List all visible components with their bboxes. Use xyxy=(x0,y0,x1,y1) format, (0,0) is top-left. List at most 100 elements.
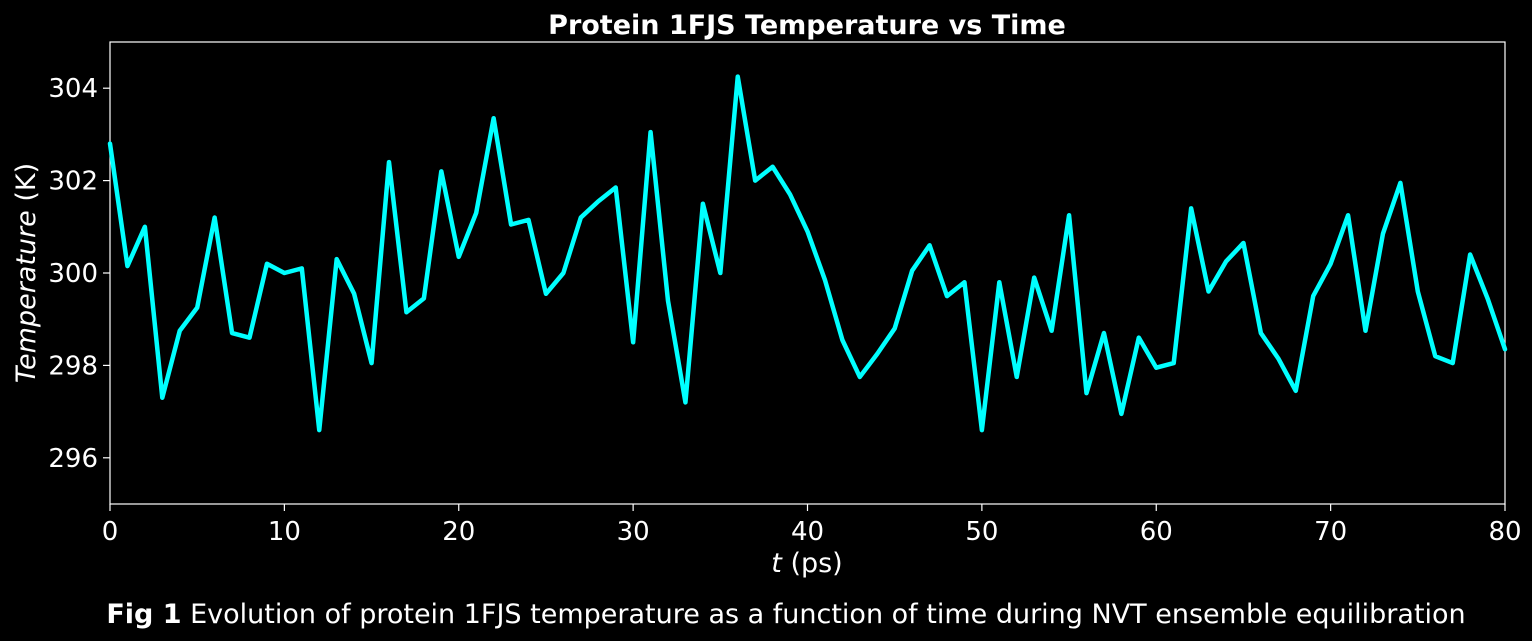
data-point xyxy=(1085,391,1089,395)
data-point xyxy=(823,278,827,282)
data-point xyxy=(806,229,810,233)
data-point xyxy=(1189,206,1193,210)
data-point xyxy=(387,160,391,164)
y-tick-label: 298 xyxy=(48,351,98,381)
data-point xyxy=(300,266,304,270)
data-point xyxy=(840,338,844,342)
y-tick-label: 296 xyxy=(48,444,98,474)
data-point xyxy=(753,179,757,183)
figure-caption: Fig 1 Evolution of protein 1FJS temperat… xyxy=(106,599,1465,630)
data-point xyxy=(1329,262,1333,266)
y-tick-label: 302 xyxy=(48,167,98,197)
data-point xyxy=(439,169,443,173)
data-point xyxy=(544,292,548,296)
data-point xyxy=(1259,331,1263,335)
y-tick-label: 304 xyxy=(48,74,98,104)
chart-title: Protein 1FJS Temperature vs Time xyxy=(548,10,1066,41)
data-point xyxy=(875,352,879,356)
x-tick-label: 60 xyxy=(1140,517,1173,547)
data-point xyxy=(335,257,339,261)
data-point xyxy=(1154,366,1158,370)
data-point xyxy=(1050,329,1054,333)
data-point xyxy=(893,326,897,330)
x-axis-label-unit: (ps) xyxy=(782,548,843,579)
data-point xyxy=(1503,347,1507,351)
data-point xyxy=(945,294,949,298)
data-point xyxy=(457,255,461,259)
data-point xyxy=(1486,296,1490,300)
x-tick-label: 30 xyxy=(617,517,650,547)
y-axis-label-quantity: Temperature xyxy=(11,210,42,383)
x-tick-label: 40 xyxy=(791,517,824,547)
data-point xyxy=(666,299,670,303)
temperature-series-line xyxy=(107,74,1508,433)
data-point xyxy=(317,428,321,432)
data-point xyxy=(125,264,129,268)
data-point xyxy=(718,271,722,275)
data-point xyxy=(213,216,217,220)
data-point xyxy=(527,218,531,222)
y-axis-label: Temperature (K) xyxy=(11,163,42,383)
figure-caption-label: Fig 1 xyxy=(106,599,181,630)
data-point xyxy=(1067,213,1071,217)
data-point xyxy=(1102,331,1106,335)
y-tick-label: 300 xyxy=(48,259,98,289)
data-point xyxy=(771,165,775,169)
data-point xyxy=(352,292,356,296)
data-point xyxy=(1398,181,1402,185)
data-point xyxy=(509,222,513,226)
data-point xyxy=(962,280,966,284)
x-axis-ticks: 0 10 20 30 40 50 60 70 80 xyxy=(102,504,1522,547)
data-point xyxy=(1294,389,1298,393)
plot-area: 0 10 20 30 40 50 60 70 80 296 298 300 302 304 xyxy=(48,41,1522,547)
data-point xyxy=(1381,232,1385,236)
y-axis-label-unit: (K) xyxy=(11,163,42,210)
x-tick-label: 0 xyxy=(102,517,119,547)
data-point xyxy=(282,271,286,275)
data-point xyxy=(683,400,687,404)
x-tick-label: 10 xyxy=(268,517,301,547)
data-point xyxy=(195,306,199,310)
data-point xyxy=(1416,289,1420,293)
x-axis-label: t (ps) xyxy=(771,548,842,579)
data-point xyxy=(1346,213,1350,217)
data-point xyxy=(1224,259,1228,263)
y-axis-ticks: 296 298 300 302 304 xyxy=(48,74,110,474)
data-point xyxy=(1207,289,1211,293)
data-point xyxy=(614,186,618,190)
data-point xyxy=(701,202,705,206)
figure-caption-text: Evolution of protein 1FJS temperature as… xyxy=(182,599,1466,630)
data-point xyxy=(1364,329,1368,333)
data-point xyxy=(1311,294,1315,298)
data-point xyxy=(160,396,164,400)
data-point xyxy=(858,375,862,379)
data-point xyxy=(980,428,984,432)
data-point xyxy=(788,192,792,196)
data-point xyxy=(649,130,653,134)
data-point xyxy=(143,225,147,229)
data-point xyxy=(370,361,374,365)
data-point xyxy=(404,310,408,314)
x-axis-label-symbol: t xyxy=(771,548,783,579)
x-tick-label: 70 xyxy=(1314,517,1347,547)
x-tick-label: 20 xyxy=(442,517,475,547)
data-point xyxy=(474,211,478,215)
data-point xyxy=(910,269,914,273)
data-point xyxy=(1172,361,1176,365)
data-point xyxy=(230,331,234,335)
data-point xyxy=(1119,412,1123,416)
data-point xyxy=(736,75,740,79)
data-point xyxy=(1433,354,1437,358)
data-point xyxy=(248,336,252,340)
data-point xyxy=(108,142,112,146)
data-point xyxy=(178,329,182,333)
data-point xyxy=(997,280,1001,284)
data-point xyxy=(1015,375,1019,379)
data-point xyxy=(561,271,565,275)
data-point xyxy=(1032,276,1036,280)
data-point xyxy=(631,340,635,344)
x-tick-label: 50 xyxy=(965,517,998,547)
data-point xyxy=(422,296,426,300)
